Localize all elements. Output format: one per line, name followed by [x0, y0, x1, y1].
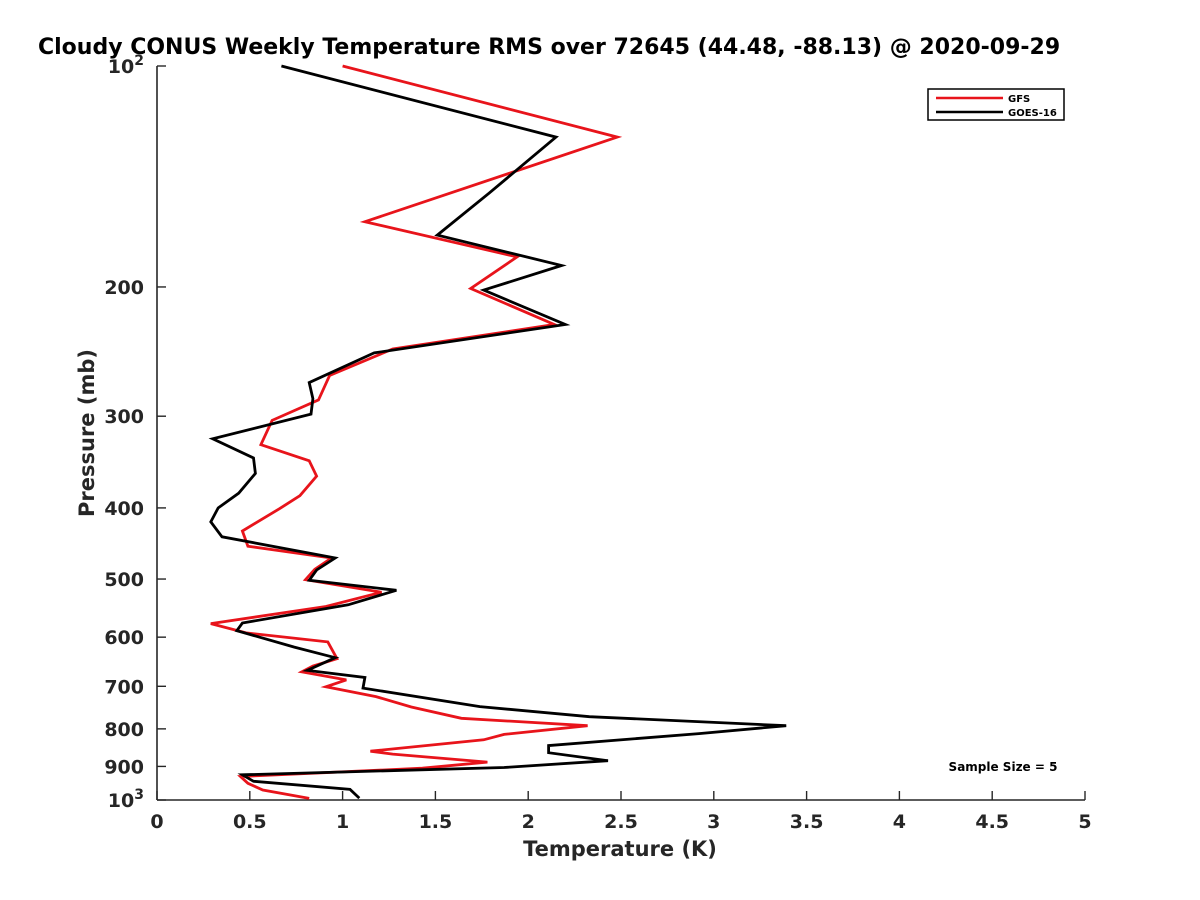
x-tick-label: 3 — [707, 811, 720, 833]
y-tick-label: 900 — [104, 756, 144, 778]
x-tick-label: 3.5 — [790, 811, 824, 833]
y-axis-ticks: 102 200 300 400 500 600 700 800 900 103 — [104, 53, 166, 812]
sample-size-annotation: Sample Size = 5 — [949, 760, 1058, 774]
y-tick-label: 102 — [108, 53, 144, 78]
y-tick-label: 300 — [104, 406, 144, 428]
x-tick-label: 5 — [1078, 811, 1091, 833]
x-tick-label: 0.5 — [233, 811, 267, 833]
x-axis-ticks: 0 0.5 1 1.5 2 2.5 3 3.5 4 4.5 5 — [150, 791, 1092, 833]
y-tick-label: 800 — [104, 719, 144, 741]
legend-label-gfs: GFS — [1008, 94, 1030, 105]
y-tick-label: 700 — [104, 676, 144, 698]
legend-box — [927, 88, 1065, 121]
x-tick-label: 2 — [522, 811, 535, 833]
x-tick-label: 2.5 — [604, 811, 638, 833]
y-tick-label: 400 — [104, 498, 144, 520]
y-tick-label: 103 — [108, 787, 144, 812]
x-axis-label: Temperature (K) — [523, 837, 717, 861]
series-line-gfs — [210, 64, 623, 800]
legend-label-goes-16: GOES-16 — [1008, 108, 1057, 119]
y-tick-label: 200 — [104, 277, 144, 299]
plot-area — [156, 66, 1085, 801]
series-line-goes-16 — [208, 64, 787, 800]
series-layer — [208, 64, 787, 800]
legend: GFS GOES-16 — [927, 88, 1065, 121]
x-tick-label: 0 — [150, 811, 163, 833]
y-axis-label: Pressure (mb) — [75, 349, 99, 517]
x-tick-label: 4 — [893, 811, 906, 833]
chart-title: Cloudy CONUS Weekly Temperature RMS over… — [38, 35, 1060, 60]
x-tick-label: 1.5 — [419, 811, 453, 833]
y-tick-label: 600 — [104, 627, 144, 649]
x-tick-label: 4.5 — [975, 811, 1009, 833]
y-tick-label: 500 — [104, 569, 144, 591]
x-tick-label: 1 — [336, 811, 349, 833]
